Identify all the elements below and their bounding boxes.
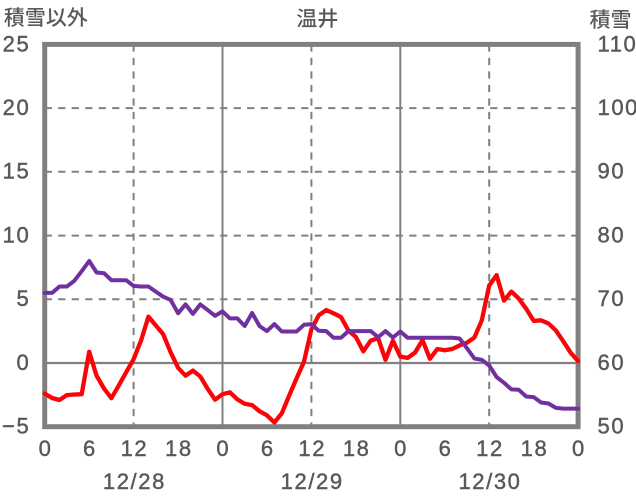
svg-text:18: 18: [165, 436, 193, 461]
svg-text:12: 12: [121, 436, 149, 461]
svg-text:0: 0: [216, 436, 230, 461]
svg-text:0: 0: [572, 436, 586, 461]
svg-text:50: 50: [598, 414, 626, 439]
svg-text:100: 100: [598, 95, 636, 120]
svg-text:0: 0: [394, 436, 408, 461]
svg-text:90: 90: [598, 159, 626, 184]
svg-text:15: 15: [3, 159, 31, 184]
svg-text:6: 6: [261, 436, 275, 461]
svg-text:70: 70: [598, 286, 626, 311]
svg-text:6: 6: [439, 436, 453, 461]
svg-text:60: 60: [598, 350, 626, 375]
svg-text:18: 18: [343, 436, 371, 461]
svg-text:12/28: 12/28: [103, 469, 166, 494]
svg-text:110: 110: [598, 31, 636, 56]
svg-text:5: 5: [16, 286, 30, 311]
svg-text:10: 10: [3, 222, 31, 247]
svg-text:12/30: 12/30: [458, 469, 521, 494]
svg-text:−5: −5: [2, 414, 30, 439]
svg-text:25: 25: [3, 31, 31, 56]
svg-text:18: 18: [521, 436, 549, 461]
svg-text:12: 12: [476, 436, 504, 461]
svg-text:80: 80: [598, 222, 626, 247]
svg-text:0: 0: [39, 436, 53, 461]
svg-text:12/29: 12/29: [281, 469, 344, 494]
svg-text:6: 6: [83, 436, 97, 461]
svg-text:0: 0: [16, 350, 30, 375]
svg-text:12: 12: [298, 436, 326, 461]
svg-text:20: 20: [3, 95, 31, 120]
